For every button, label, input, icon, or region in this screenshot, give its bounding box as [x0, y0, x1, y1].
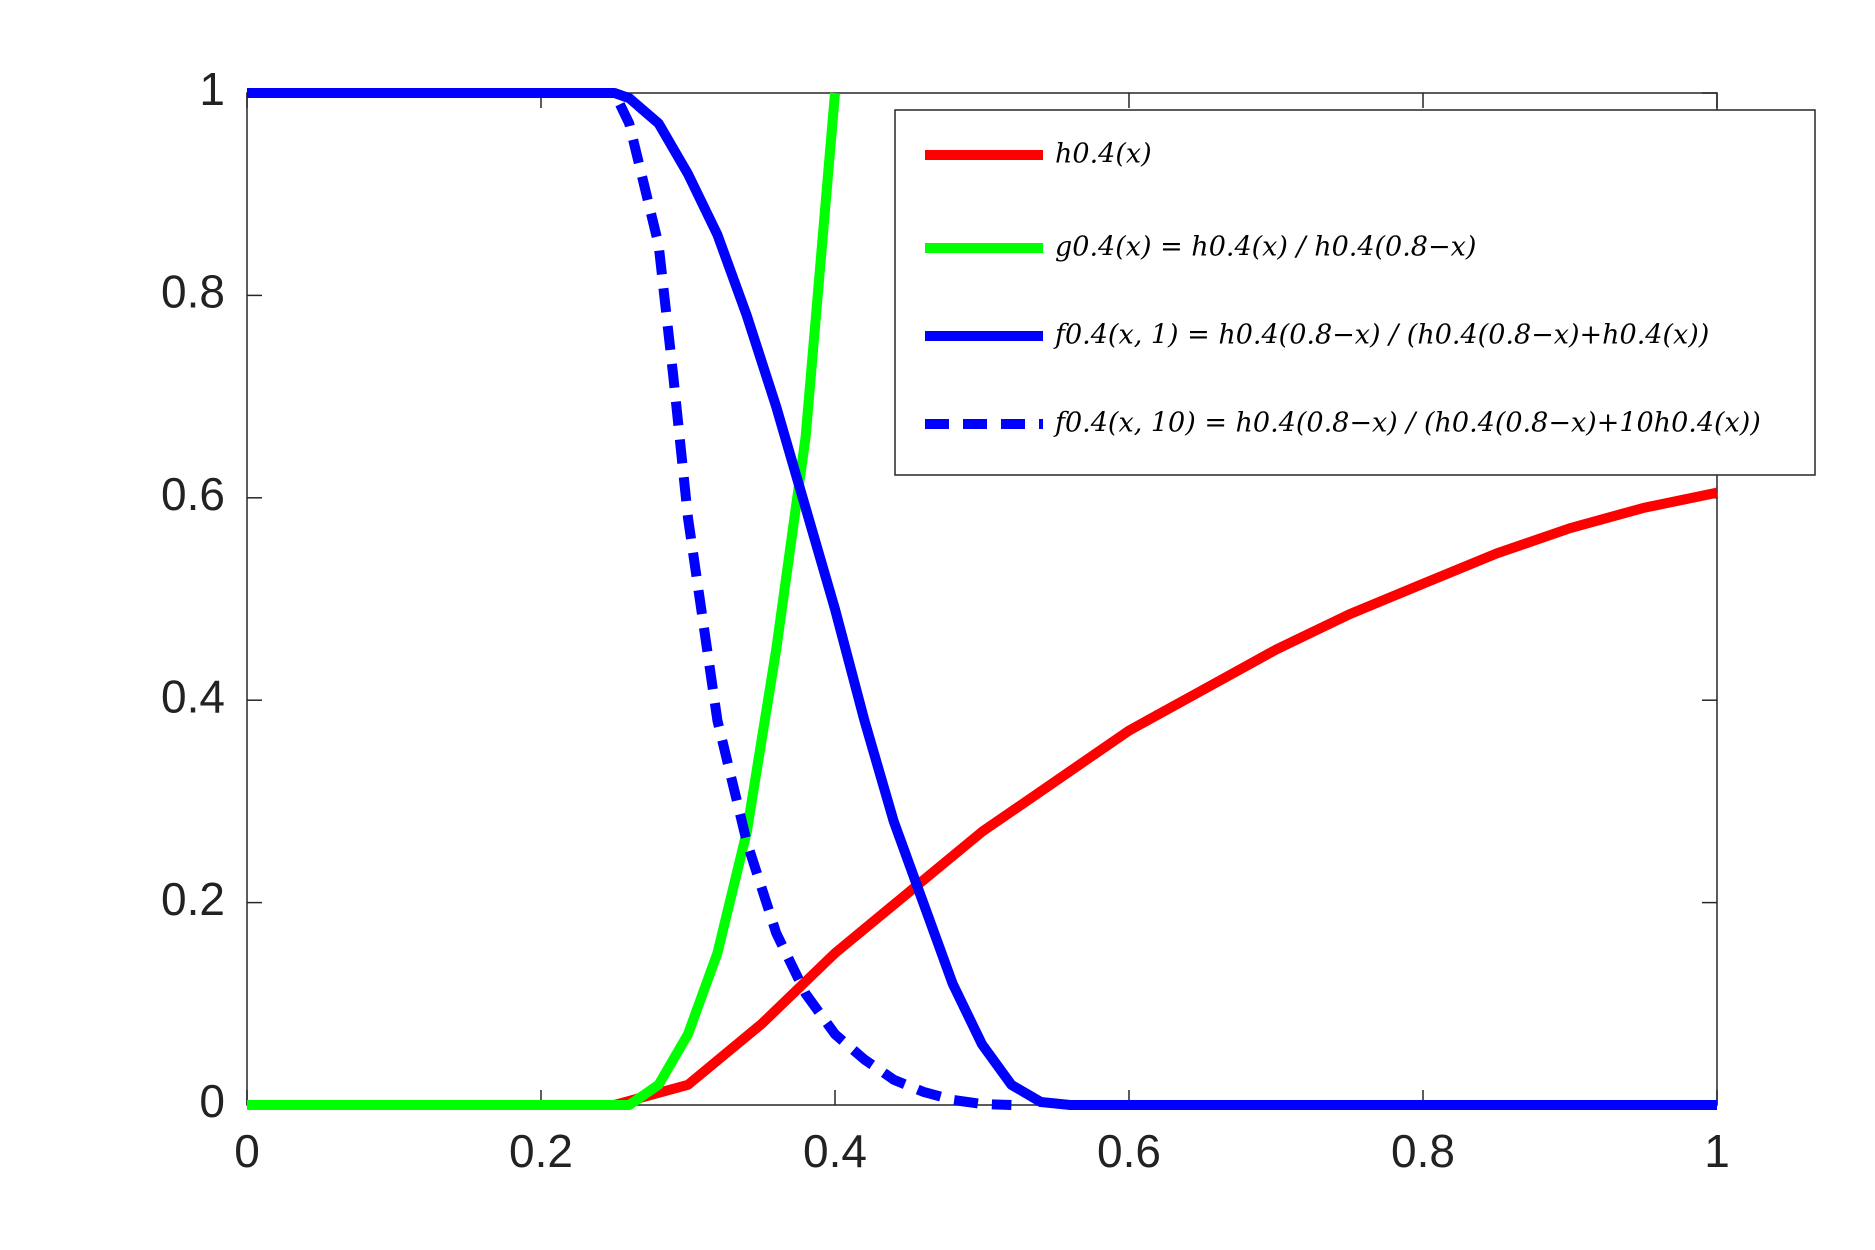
y-tick-label: 0.4 — [161, 670, 225, 722]
x-tick-label: 0 — [234, 1125, 260, 1177]
legend-label: h0.4(x) — [1055, 139, 1152, 170]
y-tick-label: 0.6 — [161, 468, 225, 520]
y-tick-label: 1 — [199, 63, 225, 115]
y-tick-label: 0.8 — [161, 266, 225, 318]
series-line — [247, 88, 1717, 1110]
x-tick-label: 1 — [1704, 1125, 1730, 1177]
legend-label: f0.4(x, 10) = h0.4(0.8−x) / (h0.4(0.8−x)… — [1053, 408, 1761, 439]
legend-box — [894, 109, 1816, 476]
legend: h0.4(x) g0.4(x) = h0.4(x) / h0.4(0.8−x) f… — [894, 109, 1816, 476]
y-tick-label: 0 — [199, 1075, 225, 1127]
x-tick-label: 0.6 — [1097, 1125, 1161, 1177]
y-tick-label: 0.2 — [161, 873, 225, 925]
series-line — [247, 92, 840, 1110]
legend-label: f0.4(x, 1) = h0.4(0.8−x) / (h0.4(0.8−x)+… — [1053, 320, 1709, 351]
series-line — [247, 487, 1719, 1110]
legend-label: g0.4(x) = h0.4(x) / h0.4(0.8−x) — [1055, 232, 1476, 263]
series-line — [247, 88, 1012, 1110]
x-tick-label: 0.2 — [509, 1125, 573, 1177]
x-tick-label: 0.4 — [803, 1125, 867, 1177]
x-tick-label: 0.8 — [1391, 1125, 1455, 1177]
